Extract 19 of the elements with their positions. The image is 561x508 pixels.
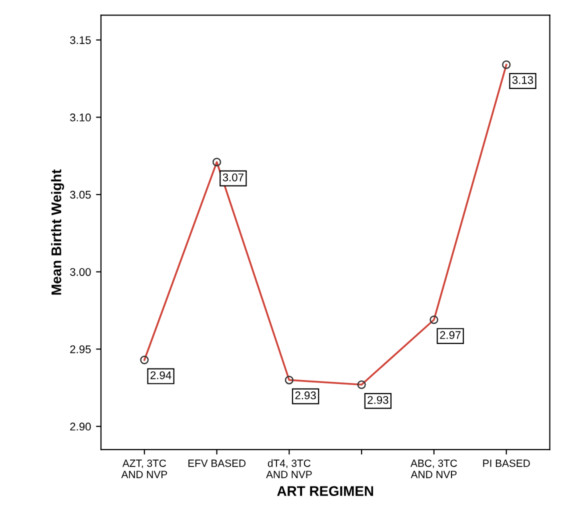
y-tick-label: 3.00 — [70, 268, 91, 276]
x-tick-label: EFV BASED — [188, 460, 246, 467]
data-label: 3.07 — [222, 173, 244, 182]
data-label: 2.94 — [150, 371, 172, 380]
y-tick-label: 3.10 — [70, 114, 91, 122]
data-label: 3.13 — [512, 76, 534, 84]
y-tick-label: 2.90 — [70, 422, 91, 431]
data-label: 2.93 — [295, 391, 316, 400]
x-tick-label: AZT, 3TC AND NVP — [121, 460, 168, 478]
y-axis-title: Mean Birtht Weight — [51, 169, 64, 295]
y-tick-label: 3.05 — [70, 190, 91, 199]
y-tick-label: 2.95 — [70, 345, 91, 354]
y-tick-label: 3.15 — [70, 36, 91, 44]
x-tick-label: ABC, 3TC AND NVP — [410, 460, 458, 478]
data-label: 2.93 — [368, 396, 388, 404]
x-axis-title: ART REGIMEN — [277, 486, 374, 496]
x-tick-label: dT4, 3TC AND NVP — [266, 459, 312, 478]
data-label: 2.97 — [440, 331, 461, 340]
x-tick-label: PI BASED — [483, 460, 530, 467]
